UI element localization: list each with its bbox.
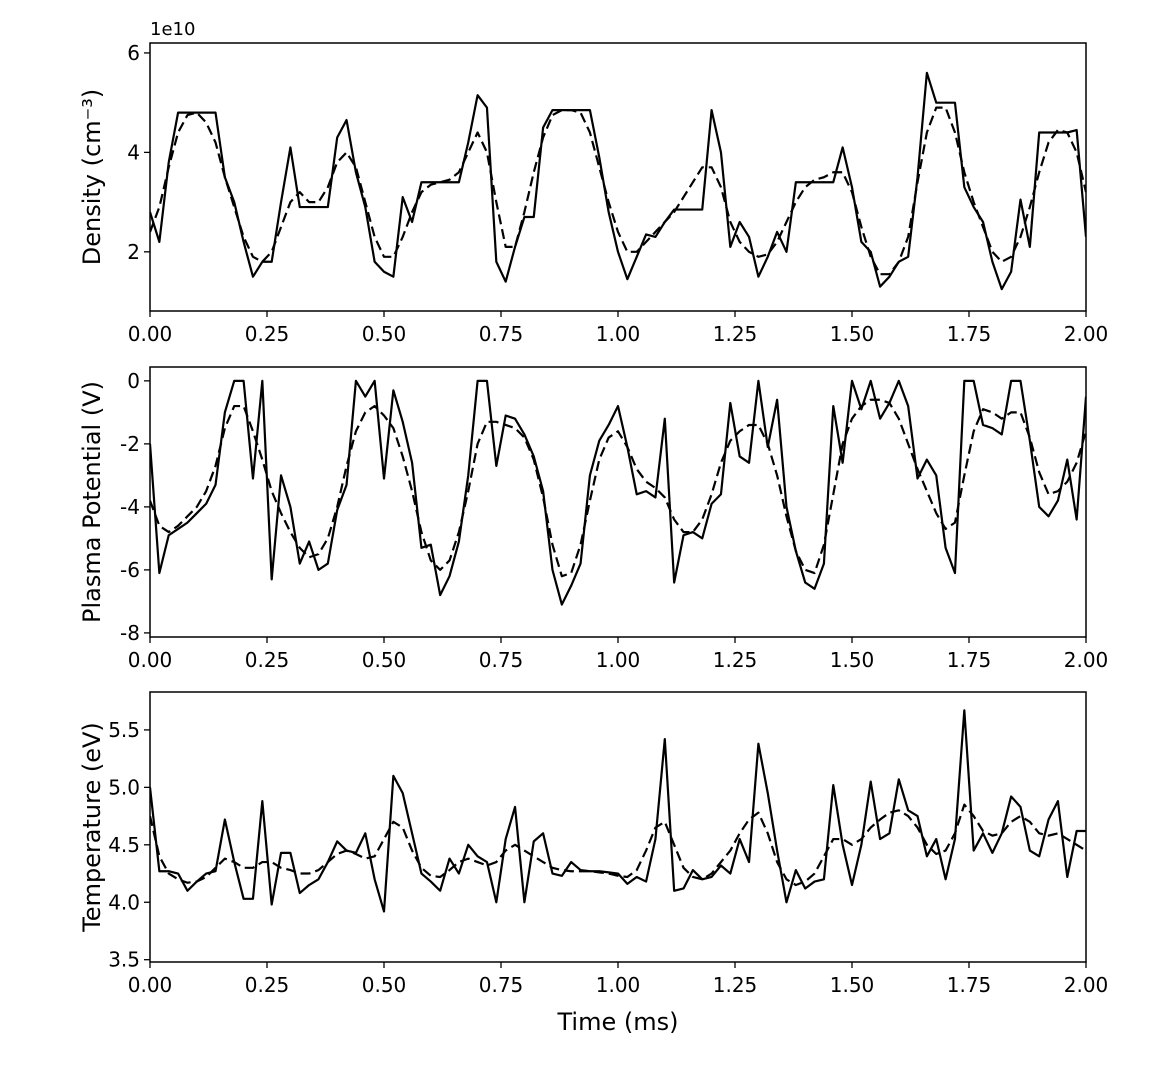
axes-frame	[149, 691, 1087, 963]
plot-area	[150, 709, 1086, 913]
x-axis-label: Time (ms)	[557, 1008, 679, 1036]
x-tick-label: 0.50	[362, 322, 407, 346]
x-tick-label: 0.25	[245, 973, 290, 997]
series-line	[150, 379, 1086, 606]
x-tick-label: 1.00	[596, 322, 641, 346]
x-tick-label: 0.75	[479, 973, 524, 997]
x-tick-label: 0.75	[479, 322, 524, 346]
y-axis-label: Plasma Potential (V)	[78, 381, 106, 623]
x-tick-label: 0.75	[479, 648, 524, 672]
y-tick-label: -4	[120, 495, 140, 519]
y-tick-label: 2	[127, 240, 140, 264]
series-line	[150, 398, 1086, 578]
x-tick-label: 2.00	[1064, 322, 1109, 346]
series-line	[150, 71, 1086, 291]
y-tick-label: 5.5	[108, 718, 140, 742]
y-tick-label: 4	[127, 140, 140, 164]
x-tick-label: 0.00	[128, 322, 173, 346]
y-tick-label: 4.5	[108, 833, 140, 857]
y-tick-label: 5.0	[108, 775, 140, 799]
y-axis-label: Density (cm⁻³)	[78, 89, 106, 265]
x-tick-label: 1.75	[947, 973, 992, 997]
x-tick-label: 1.75	[947, 322, 992, 346]
y-tick-label: 0	[127, 369, 140, 393]
series-line	[150, 106, 1086, 276]
plot-area	[150, 71, 1086, 291]
y-tick-label: -8	[120, 621, 140, 645]
y-tick-label: -2	[120, 432, 140, 456]
y-tick-label: 6	[127, 41, 140, 65]
x-tick-label: 1.25	[713, 322, 758, 346]
y-axis-label: Temperature (eV)	[78, 722, 106, 933]
offset-label: 1e10	[150, 19, 195, 40]
x-tick-label: 0.00	[128, 648, 173, 672]
x-tick-label: 1.75	[947, 648, 992, 672]
x-tick-label: 0.25	[245, 322, 290, 346]
axes-frame	[149, 42, 1087, 312]
series-line	[150, 709, 1086, 913]
x-tick-label: 1.25	[713, 648, 758, 672]
x-tick-label: 1.50	[830, 322, 875, 346]
x-tick-label: 1.50	[830, 648, 875, 672]
x-tick-label: 1.50	[830, 973, 875, 997]
x-tick-label: 2.00	[1064, 648, 1109, 672]
x-tick-label: 2.00	[1064, 973, 1109, 997]
y-tick-label: 3.5	[108, 948, 140, 972]
x-tick-label: 1.00	[596, 973, 641, 997]
y-tick-label: -6	[120, 558, 140, 582]
x-tick-label: 1.00	[596, 648, 641, 672]
plot-area	[150, 379, 1086, 606]
x-tick-label: 0.50	[362, 648, 407, 672]
series-line	[150, 803, 1086, 887]
x-tick-label: 0.50	[362, 973, 407, 997]
y-tick-label: 4.0	[108, 890, 140, 914]
x-tick-label: 0.25	[245, 648, 290, 672]
x-tick-label: 1.25	[713, 973, 758, 997]
x-tick-label: 0.00	[128, 973, 173, 997]
